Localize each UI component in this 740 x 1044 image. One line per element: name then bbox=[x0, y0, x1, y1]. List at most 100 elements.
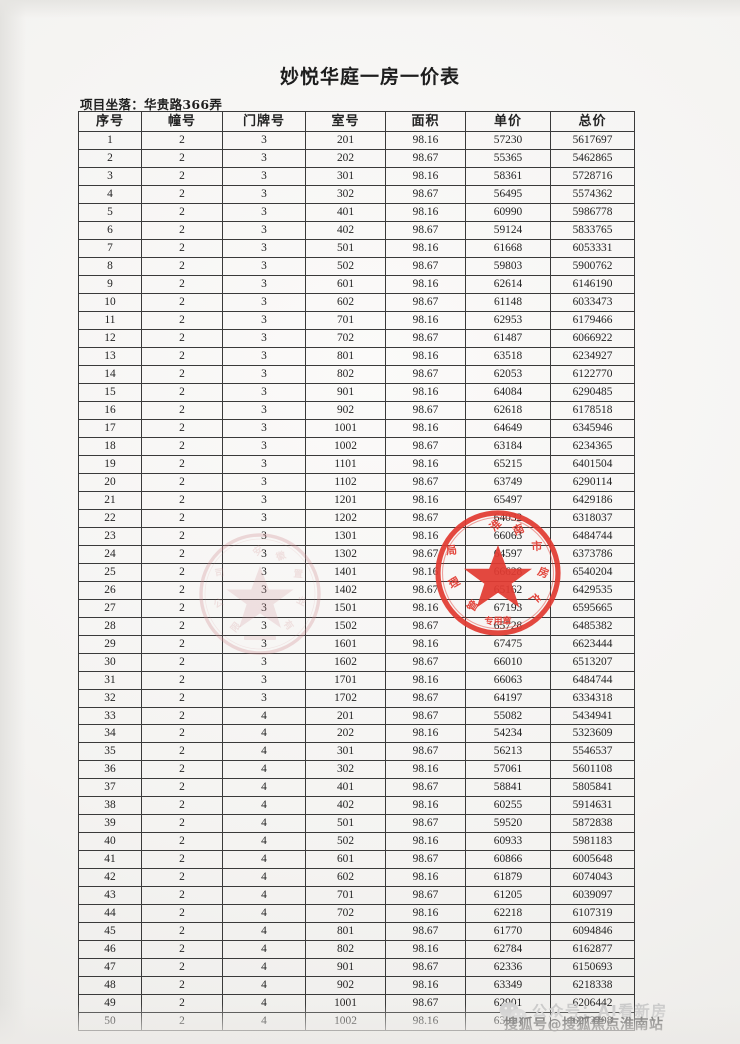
cell-unit-price: 61879 bbox=[465, 868, 551, 888]
cell-door-no: 3 bbox=[222, 148, 306, 168]
table-row: 33 2 4 201 98.67 55082 5434941 bbox=[78, 706, 635, 726]
cell-total-price: 6401504 bbox=[550, 454, 635, 474]
table-row: 48 2 4 902 98.16 63349 6218338 bbox=[78, 976, 635, 996]
cell-door-no: 3 bbox=[222, 544, 306, 564]
cell-unit-price: 61668 bbox=[465, 238, 551, 258]
cell-index: 48 bbox=[78, 976, 142, 996]
cell-room-no: 1302 bbox=[305, 544, 386, 564]
cell-total-price: 6094846 bbox=[550, 922, 635, 942]
cell-total-price: 6623444 bbox=[550, 634, 635, 654]
cell-door-no: 3 bbox=[222, 238, 306, 258]
cell-total-price: 6234365 bbox=[550, 436, 635, 456]
cell-index: 28 bbox=[78, 616, 142, 636]
cell-area: 98.16 bbox=[385, 904, 466, 924]
cell-area: 98.16 bbox=[385, 760, 466, 780]
cell-door-no: 3 bbox=[222, 274, 306, 294]
cell-building: 2 bbox=[141, 652, 223, 672]
cell-index: 15 bbox=[78, 382, 142, 402]
cell-unit-price: 55082 bbox=[465, 706, 551, 726]
table-row: 38 2 4 402 98.16 60255 5914631 bbox=[78, 796, 635, 816]
cell-total-price: 5805841 bbox=[550, 778, 635, 798]
cell-total-price: 6595665 bbox=[550, 598, 635, 618]
cell-unit-price: 60255 bbox=[465, 796, 551, 816]
cell-building: 2 bbox=[141, 454, 223, 474]
cell-building: 2 bbox=[141, 976, 223, 996]
cell-room-no: 202 bbox=[305, 724, 386, 744]
cell-unit-price: 61148 bbox=[465, 292, 551, 312]
cell-door-no: 4 bbox=[222, 742, 306, 762]
table-row: 26 2 3 1402 98.67 65162 6429535 bbox=[78, 580, 635, 600]
cell-area: 98.16 bbox=[385, 976, 466, 996]
cell-area: 98.67 bbox=[385, 652, 466, 672]
cell-index: 33 bbox=[78, 706, 142, 726]
table-row: 28 2 3 1502 98.67 65728 6485382 bbox=[78, 616, 635, 636]
cell-door-no: 3 bbox=[222, 202, 306, 222]
cell-building: 2 bbox=[141, 688, 223, 708]
cell-building: 2 bbox=[141, 184, 223, 204]
cell-door-no: 4 bbox=[222, 994, 306, 1014]
cell-unit-price: 67193 bbox=[465, 598, 551, 618]
cell-index: 36 bbox=[78, 760, 142, 780]
cell-door-no: 4 bbox=[222, 922, 306, 942]
cell-index: 11 bbox=[78, 310, 142, 330]
cell-area: 98.67 bbox=[385, 256, 466, 276]
cell-building: 2 bbox=[141, 472, 223, 492]
cell-area: 98.16 bbox=[385, 382, 466, 402]
cell-total-price: 6039097 bbox=[550, 886, 635, 906]
cell-room-no: 1002 bbox=[305, 436, 386, 456]
cell-room-no: 502 bbox=[305, 832, 386, 852]
cell-total-price: 6373786 bbox=[550, 544, 635, 564]
cell-total-price: 5434941 bbox=[550, 706, 635, 726]
cell-area: 98.67 bbox=[385, 292, 466, 312]
table-row: 45 2 4 801 98.67 61770 6094846 bbox=[78, 922, 635, 942]
cell-index: 46 bbox=[78, 940, 142, 960]
cell-unit-price: 66063 bbox=[465, 526, 551, 546]
cell-unit-price: 61487 bbox=[465, 328, 551, 348]
cell-room-no: 201 bbox=[305, 131, 386, 150]
cell-index: 25 bbox=[78, 562, 142, 582]
cell-unit-price: 59124 bbox=[465, 220, 551, 240]
sohu-account-label: 搜狐号@搜狐焦点淮南站 bbox=[504, 1017, 664, 1033]
cell-index: 2 bbox=[78, 148, 142, 168]
table-row: 8 2 3 502 98.67 59803 5900762 bbox=[78, 256, 635, 276]
cell-building: 2 bbox=[141, 131, 223, 150]
cell-building: 2 bbox=[141, 922, 223, 942]
cell-index: 5 bbox=[78, 202, 142, 222]
cell-area: 98.16 bbox=[385, 310, 466, 330]
cell-unit-price: 66628 bbox=[465, 562, 551, 582]
table-row: 21 2 3 1201 98.16 65497 6429186 bbox=[78, 490, 635, 510]
cell-room-no: 302 bbox=[305, 760, 386, 780]
cell-index: 10 bbox=[78, 292, 142, 312]
cell-door-no: 3 bbox=[222, 616, 306, 636]
table-row: 7 2 3 501 98.16 61668 6053331 bbox=[78, 238, 635, 258]
cell-door-no: 3 bbox=[222, 310, 306, 330]
cell-building: 2 bbox=[141, 400, 223, 420]
cell-room-no: 502 bbox=[305, 256, 386, 276]
cell-area: 98.67 bbox=[385, 508, 466, 528]
cell-total-price: 6146190 bbox=[550, 274, 635, 294]
cell-area: 98.16 bbox=[385, 598, 466, 618]
cell-building: 2 bbox=[141, 778, 223, 798]
cell-total-price: 6162877 bbox=[550, 940, 635, 960]
table-row: 31 2 3 1701 98.16 66063 6484744 bbox=[78, 670, 635, 690]
cell-total-price: 5900762 bbox=[550, 256, 635, 276]
cell-building: 2 bbox=[141, 526, 223, 546]
cell-door-no: 4 bbox=[222, 1012, 306, 1032]
cell-unit-price: 64197 bbox=[465, 688, 551, 708]
cell-room-no: 402 bbox=[305, 796, 386, 816]
cell-unit-price: 59803 bbox=[465, 256, 551, 276]
table-row: 25 2 3 1401 98.16 66628 6540204 bbox=[78, 562, 635, 582]
table-row: 10 2 3 602 98.67 61148 6033473 bbox=[78, 292, 635, 312]
column-header-total-price: 总价 bbox=[550, 111, 635, 132]
cell-building: 2 bbox=[141, 724, 223, 744]
cell-area: 98.67 bbox=[385, 778, 466, 798]
cell-building: 2 bbox=[141, 220, 223, 240]
cell-index: 31 bbox=[78, 670, 142, 690]
cell-unit-price: 63349 bbox=[465, 976, 551, 996]
cell-area: 98.67 bbox=[385, 814, 466, 834]
table-row: 6 2 3 402 98.67 59124 5833765 bbox=[78, 220, 635, 240]
cell-unit-price: 64032 bbox=[465, 508, 551, 528]
cell-total-price: 6179466 bbox=[550, 310, 635, 330]
cell-door-no: 4 bbox=[222, 886, 306, 906]
